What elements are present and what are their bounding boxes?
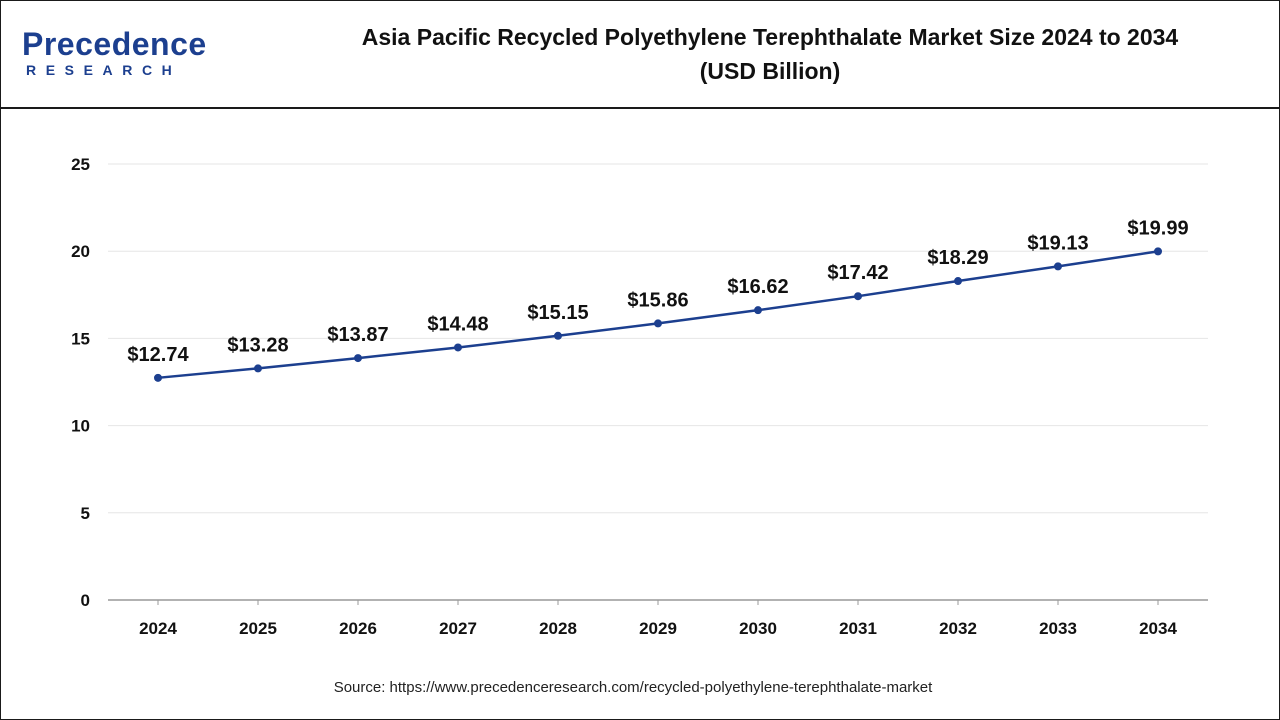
x-tick-label: 2033 (1039, 619, 1077, 638)
x-tick-label: 2024 (139, 619, 177, 638)
y-tick-label: 25 (71, 155, 90, 174)
data-point (554, 331, 562, 340)
y-tick-label: 0 (81, 591, 90, 610)
source-text: Source: https://www.precedenceresearch.c… (333, 679, 933, 696)
data-label: $13.28 (227, 334, 288, 356)
data-point (754, 306, 762, 315)
data-label: $19.13 (1027, 232, 1088, 254)
data-point (154, 373, 162, 382)
x-tick-label: 2032 (939, 619, 977, 638)
x-tick-label: 2029 (639, 619, 677, 638)
data-label: $13.87 (327, 324, 388, 346)
data-label: $12.74 (127, 344, 189, 366)
data-label: $15.86 (627, 289, 688, 311)
source-note: Source: https://www.precedenceresearch.c… (0, 679, 1266, 696)
x-tick-label: 2027 (439, 619, 477, 638)
chart-title: Asia Pacific Recycled Polyethylene Terep… (260, 20, 1280, 88)
data-label: $18.29 (927, 247, 988, 269)
y-tick-label: 5 (81, 504, 90, 523)
x-tick-label: 2031 (839, 619, 877, 638)
x-tick-label: 2030 (739, 619, 777, 638)
x-tick-label: 2026 (339, 619, 377, 638)
data-label: $14.48 (427, 313, 488, 335)
y-tick-label: 15 (71, 329, 90, 348)
series-line (157, 250, 1159, 380)
header: Precedence RESEARCH Asia Pacific Recycle… (0, 0, 1280, 109)
data-point (654, 319, 662, 328)
data-point (354, 354, 362, 363)
logo-subtext: RESEARCH (26, 62, 182, 78)
data-label: $19.99 (1127, 217, 1188, 239)
x-tick-label: 2025 (239, 619, 277, 638)
data-point (1154, 247, 1162, 256)
data-label: $17.42 (827, 262, 888, 284)
data-label: $16.62 (727, 276, 788, 298)
data-point (454, 343, 462, 352)
data-point (854, 292, 862, 301)
chart-title-line1: Asia Pacific Recycled Polyethylene Terep… (361, 24, 1179, 50)
chart-title-line2: (USD Billion) (699, 58, 841, 84)
y-tick-label: 10 (71, 417, 90, 436)
data-point (1054, 262, 1062, 271)
x-tick-label: 2028 (539, 619, 577, 638)
data-point (954, 277, 962, 286)
logo: Precedence RESEARCH (22, 26, 222, 86)
x-tick-label: 2034 (1139, 619, 1177, 638)
data-point (254, 364, 262, 373)
logo-wordmark: Precedence (22, 26, 207, 62)
data-label: $15.15 (527, 302, 588, 324)
y-tick-label: 20 (71, 242, 90, 261)
